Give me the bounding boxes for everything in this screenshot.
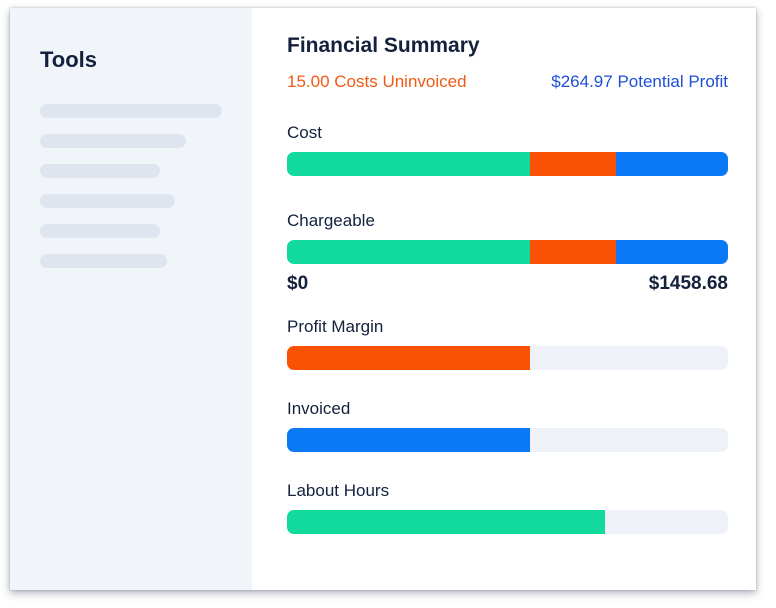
labour-hours-bar (287, 510, 728, 534)
sidebar-placeholder-item (40, 254, 167, 268)
bar-segment-blue (616, 152, 728, 176)
sidebar-placeholder-item (40, 224, 160, 238)
bar-segment-blue (616, 240, 728, 264)
sidebar-placeholder-item (40, 134, 186, 148)
cost-bar (287, 152, 728, 176)
summary-stats: 15.00 Costs Uninvoiced $264.97 Potential… (287, 71, 728, 93)
metric-label: Cost (287, 123, 322, 142)
chargeable-range: $0 $1458.68 (287, 272, 728, 296)
metric-invoiced: Invoiced (287, 398, 728, 452)
bar-segment-green (287, 240, 531, 264)
metric-profit-margin: Profit Margin (287, 316, 728, 370)
bar-segment-green (287, 510, 606, 534)
range-min: $0 (287, 273, 309, 294)
profit-margin-bar (287, 346, 728, 370)
metric-label: Chargeable (287, 211, 375, 230)
metric-cost: Cost (287, 122, 728, 176)
bar-segment-blue (287, 428, 531, 452)
range-max: $1458.68 (648, 273, 728, 294)
metric-label: Profit Margin (287, 317, 384, 336)
financial-summary-card: Tools Financial Summary 15.00 Costs Unin… (10, 8, 756, 590)
bar-segment-orange (530, 152, 617, 176)
bar-segment-orange (530, 240, 617, 264)
sidebar-title: Tools (40, 47, 98, 72)
costs-uninvoiced-text: 15.00 Costs Uninvoiced (287, 72, 467, 91)
page-title: Financial Summary (287, 34, 480, 57)
sidebar-items (40, 104, 252, 284)
summary-panel: Financial Summary 15.00 Costs Uninvoiced… (252, 8, 756, 590)
bar-segment-orange (287, 346, 531, 370)
sidebar-placeholder-item (40, 104, 222, 118)
chargeable-bar (287, 240, 728, 264)
sidebar-placeholder-item (40, 194, 175, 208)
tools-sidebar: Tools (10, 8, 252, 590)
metric-label: Labout Hours (287, 481, 390, 500)
potential-profit-text: $264.97 Potential Profit (551, 72, 728, 91)
metric-chargeable: Chargeable $0 $1458.68 (287, 210, 728, 296)
bar-segment-green (287, 152, 531, 176)
metric-labour-hours: Labout Hours (287, 480, 728, 534)
sidebar-placeholder-item (40, 164, 160, 178)
invoiced-bar (287, 428, 728, 452)
metric-label: Invoiced (287, 399, 351, 418)
